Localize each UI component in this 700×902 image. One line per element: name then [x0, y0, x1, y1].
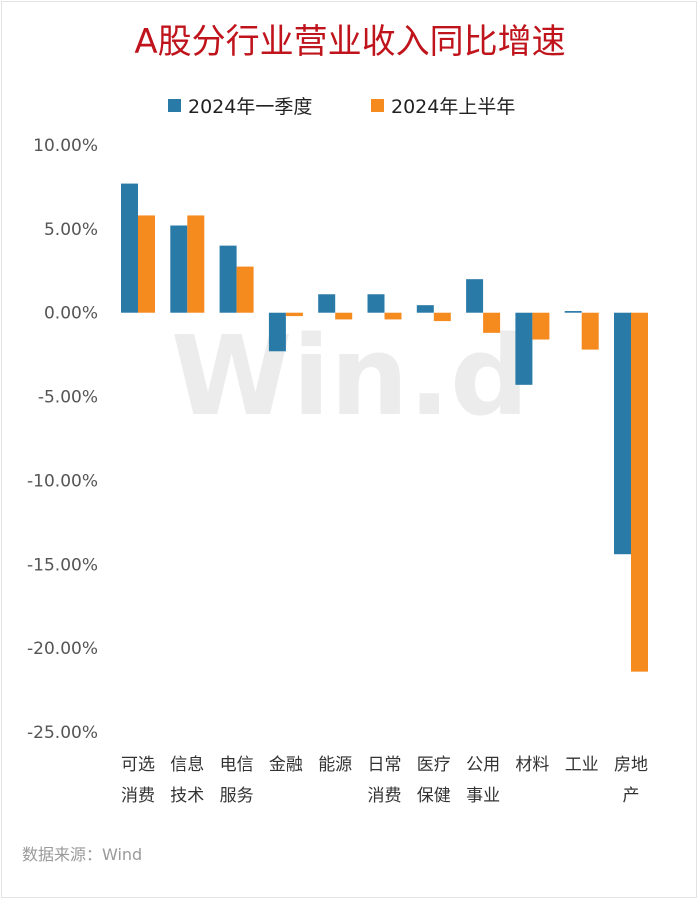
- y-axis: 10.00% 5.00% 0.00% -5.00% -10.00% -15.00% -20.…: [27, 136, 98, 743]
- x-category-label: 电信服务: [220, 755, 254, 806]
- bar-series-2: [187, 215, 205, 313]
- x-category-label-line: 能源: [318, 755, 352, 775]
- watermark: Win.d: [171, 312, 529, 440]
- y-tick-label: -10.00%: [27, 471, 98, 491]
- x-category-label: 工业: [565, 755, 599, 775]
- bar-series-2: [433, 312, 451, 322]
- x-category-label: 材料: [515, 755, 549, 775]
- x-category-label-line: 可选: [121, 755, 155, 775]
- bar-series-1: [614, 312, 631, 555]
- y-tick-label: 5.00%: [44, 220, 98, 240]
- x-category-label-line: 房地: [614, 755, 648, 775]
- x-category-label: 医疗保健: [417, 755, 451, 806]
- x-category-label: 房地产: [614, 755, 648, 806]
- bar-series-2: [384, 312, 402, 320]
- x-category-label-line: 日常: [368, 755, 402, 775]
- bar-series-1: [416, 305, 434, 313]
- x-category-label-line: 保健: [417, 786, 451, 806]
- bar-series-1: [564, 311, 582, 313]
- bar-series-2: [483, 312, 501, 333]
- x-category-label-line: 电信: [220, 755, 254, 775]
- x-category-label-line: 产: [623, 786, 640, 806]
- legend: 2024年一季度 2024年上半年: [168, 96, 515, 118]
- bar-series-2: [335, 312, 353, 320]
- bar-series-1: [515, 312, 533, 385]
- bar-series-2: [532, 312, 550, 340]
- bar-series-1: [318, 294, 336, 313]
- x-category-label-line: 事业: [466, 786, 500, 806]
- x-category-label-line: 医疗: [417, 755, 451, 775]
- bar-series-1: [466, 279, 484, 313]
- x-category-label-line: 技术: [170, 786, 204, 806]
- y-tick-label: 0.00%: [44, 304, 98, 324]
- legend-swatch-series-2: [371, 99, 384, 112]
- bar-series-1: [121, 183, 138, 313]
- x-category-label-line: 消费: [368, 786, 402, 806]
- bar-series-2: [138, 215, 155, 313]
- x-category-label-line: 信息: [170, 755, 204, 775]
- legend-swatch-series-1: [168, 99, 181, 112]
- x-category-label: 公用事业: [466, 755, 500, 806]
- bar-series-2: [285, 312, 303, 317]
- y-tick-label: -20.00%: [27, 639, 98, 659]
- x-category-label: 可选消费: [121, 755, 155, 806]
- x-category-label-line: 金融: [269, 755, 303, 775]
- bar-series-1: [367, 294, 385, 313]
- x-category-label: 信息技术: [170, 755, 204, 806]
- x-category-label: 能源: [318, 755, 352, 775]
- x-category-label-line: 公用: [466, 755, 500, 775]
- y-tick-label: 10.00%: [33, 136, 98, 156]
- x-category-label: 金融: [269, 755, 303, 775]
- y-tick-label: -5.00%: [38, 388, 98, 408]
- bar-series-1: [219, 245, 237, 313]
- bar-series-2: [631, 312, 648, 672]
- y-tick-label: -25.00%: [27, 723, 98, 743]
- bars: [121, 183, 648, 672]
- source-note: 数据来源：Wind: [22, 845, 142, 864]
- x-category-label-line: 服务: [220, 786, 254, 806]
- x-category-label-line: 工业: [565, 755, 599, 775]
- bar-series-1: [170, 225, 188, 313]
- x-category-label-line: 材料: [515, 755, 549, 775]
- x-category-label-line: 消费: [121, 786, 155, 806]
- bar-series-2: [236, 266, 254, 313]
- y-tick-label: -15.00%: [27, 555, 98, 575]
- bar-series-1: [268, 312, 286, 352]
- chart-title: A股分行业营业收入同比增速: [134, 22, 565, 62]
- legend-label-series-2: 2024年上半年: [391, 96, 515, 118]
- x-category-label: 日常消费: [368, 755, 402, 806]
- legend-label-series-1: 2024年一季度: [188, 96, 312, 118]
- bar-series-2: [581, 312, 599, 350]
